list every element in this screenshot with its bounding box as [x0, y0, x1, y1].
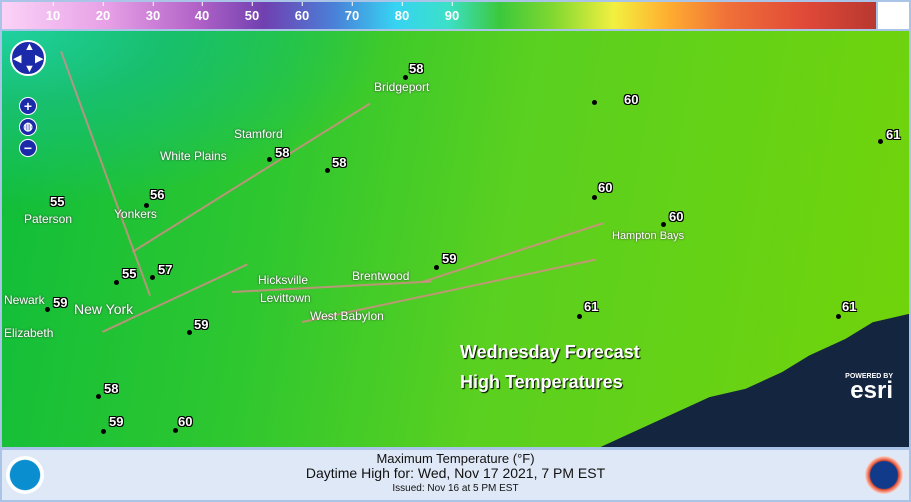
- pan-down-icon[interactable]: ▼: [24, 63, 35, 75]
- colorbar-tick: 60: [294, 2, 310, 23]
- map-footer: Maximum Temperature (°F) Daytime High fo…: [2, 450, 909, 500]
- map-view[interactable]: ▲ ▼ ◀ ▶ + ◍ − 58 Bridgeport 60 61 58 Stamf…: [2, 31, 909, 447]
- temp-value: 60: [624, 92, 639, 107]
- temp-value: 60: [598, 180, 613, 195]
- station-dot: [661, 222, 666, 227]
- colorbar-tick: 90: [444, 2, 460, 23]
- station-dot: [144, 203, 149, 208]
- station-dot: [878, 139, 883, 144]
- station-dot: [101, 429, 106, 434]
- ocean-area: [600, 313, 909, 447]
- place-label: Hicksville: [258, 273, 309, 287]
- station-dot: [836, 314, 841, 319]
- colorbar-end: [878, 2, 909, 29]
- station-dot: [150, 275, 155, 280]
- station-dot: [45, 307, 50, 312]
- nws-logo: [865, 456, 903, 494]
- colorbar-tick: 50: [244, 2, 260, 23]
- temp-value: 59: [442, 251, 457, 266]
- place-label: White Plains: [160, 149, 227, 163]
- station-dot: [187, 330, 192, 335]
- temp-value: 61: [584, 299, 599, 314]
- station-dot: [592, 100, 597, 105]
- esri-name: esri: [850, 377, 893, 404]
- road: [132, 102, 371, 253]
- place-label: West Babylon: [310, 309, 384, 323]
- temp-value: 60: [178, 414, 193, 429]
- pan-up-icon[interactable]: ▲: [24, 41, 35, 53]
- station-dot: [592, 195, 597, 200]
- place-label: Paterson: [24, 212, 73, 226]
- station-dot: [577, 314, 582, 319]
- place-label: Elizabeth: [4, 326, 54, 340]
- station-dot: [173, 428, 178, 433]
- road: [60, 51, 151, 297]
- temp-value: 59: [194, 317, 209, 332]
- station-dot: [114, 280, 119, 285]
- temp-value: 60: [669, 209, 684, 224]
- temp-value: 57: [158, 262, 173, 277]
- place-label: Bridgeport: [374, 80, 430, 94]
- temp-value: 61: [842, 299, 857, 314]
- temp-value: 55: [122, 266, 137, 281]
- place-label: Stamford: [234, 127, 283, 141]
- pan-control[interactable]: ▲ ▼ ◀ ▶: [10, 40, 46, 76]
- station-dot: [96, 394, 101, 399]
- station-dot: [267, 157, 272, 162]
- colorbar-tick: 80: [394, 2, 410, 23]
- colorbar-tick: 30: [145, 2, 161, 23]
- place-label: New York: [74, 301, 134, 317]
- temp-value: 58: [104, 381, 119, 396]
- noaa-logo: [6, 456, 44, 494]
- temp-value: 59: [53, 295, 68, 310]
- temp-value: 58: [332, 155, 347, 170]
- colorbar-tick: 20: [95, 2, 111, 23]
- temp-value: 58: [409, 61, 424, 76]
- place-label: Newark: [4, 293, 45, 307]
- temp-value: 61: [886, 127, 901, 142]
- place-label: Levittown: [260, 291, 311, 305]
- place-label: Hampton Bays: [612, 230, 685, 242]
- place-label: Yonkers: [114, 207, 157, 221]
- footer-title: Maximum Temperature (°F): [376, 451, 535, 466]
- temp-value: 56: [150, 187, 165, 202]
- pan-right-icon[interactable]: ▶: [35, 53, 44, 65]
- colorbar-tick: 40: [194, 2, 210, 23]
- esri-powered-text: POWERED BY: [845, 373, 893, 380]
- temp-value: 58: [275, 145, 290, 160]
- station-dot: [403, 75, 408, 80]
- temp-value: 55: [50, 194, 65, 209]
- globe-icon[interactable]: ◍: [19, 118, 37, 136]
- station-dot: [434, 265, 439, 270]
- temp-value: 59: [109, 414, 124, 429]
- colorbar-tick: 10: [45, 2, 61, 23]
- footer-subtitle: Daytime High for: Wed, Nov 17 2021, 7 PM…: [305, 465, 606, 481]
- place-label: Brentwood: [352, 269, 410, 283]
- temperature-colorbar: [2, 2, 876, 29]
- esri-logo: POWERED BY esri: [845, 373, 893, 404]
- colorbar-tick: 70: [344, 2, 360, 23]
- overlay-title-line1: Wednesday Forecast: [460, 342, 640, 362]
- overlay-title-line2: High Temperatures: [460, 372, 623, 392]
- station-dot: [325, 168, 330, 173]
- footer-issued: Issued: Nov 16 at 5 PM EST: [392, 483, 519, 494]
- zoom-out-button[interactable]: −: [19, 139, 37, 157]
- zoom-in-button[interactable]: +: [19, 97, 37, 115]
- pan-left-icon[interactable]: ◀: [13, 53, 22, 65]
